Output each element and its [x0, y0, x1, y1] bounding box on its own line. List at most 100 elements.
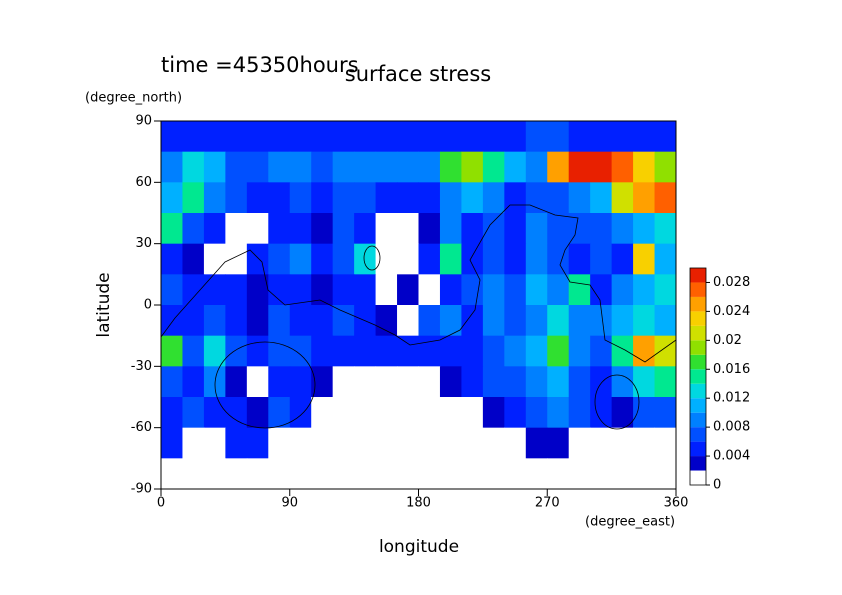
cell	[504, 182, 527, 214]
cell	[161, 366, 183, 398]
cell	[311, 274, 334, 306]
cell	[332, 243, 355, 275]
colorbar-band	[690, 441, 706, 457]
cell	[461, 121, 484, 153]
cell	[397, 427, 419, 459]
cell	[568, 182, 591, 214]
colorbar-band	[690, 311, 706, 326]
cell	[482, 121, 505, 153]
cell	[568, 335, 591, 367]
cell	[590, 213, 613, 245]
coastline	[594, 374, 640, 430]
cell	[246, 366, 269, 398]
cell	[332, 151, 355, 183]
cell	[397, 366, 419, 398]
cell	[611, 274, 634, 306]
cell	[203, 335, 226, 367]
cell	[439, 121, 462, 153]
cell	[504, 458, 527, 490]
cell	[418, 458, 441, 490]
cell	[289, 243, 312, 275]
cell	[311, 335, 334, 367]
cell	[289, 335, 312, 367]
cell	[182, 305, 205, 337]
coastline	[363, 245, 381, 271]
cell	[246, 305, 269, 337]
cell	[590, 305, 613, 337]
cell	[568, 397, 591, 429]
cell	[611, 335, 634, 367]
cell	[375, 458, 398, 490]
cell	[161, 335, 183, 367]
cell	[182, 458, 205, 490]
cell	[375, 182, 398, 214]
cell	[418, 305, 441, 337]
cell	[225, 458, 248, 490]
cell	[397, 305, 419, 337]
cell	[311, 366, 334, 398]
cell	[161, 151, 183, 183]
cell	[354, 335, 377, 367]
cell	[375, 243, 398, 275]
cell	[439, 243, 462, 275]
cell	[354, 366, 377, 398]
cell	[547, 305, 570, 337]
cell	[611, 397, 634, 429]
cell	[568, 243, 591, 275]
cell	[268, 151, 291, 183]
cell	[525, 366, 548, 398]
cell	[397, 243, 419, 275]
cell	[268, 458, 291, 490]
cell	[182, 397, 205, 429]
cell	[418, 427, 441, 459]
cell	[439, 274, 462, 306]
cell	[289, 151, 312, 183]
cell	[311, 305, 334, 337]
cell	[203, 121, 226, 153]
cell	[611, 213, 634, 245]
x-tick-label: 0	[157, 496, 165, 511]
cell	[633, 335, 656, 367]
cell	[375, 397, 398, 429]
cell	[268, 397, 291, 429]
cell	[332, 213, 355, 245]
cell	[504, 121, 527, 153]
cell	[547, 243, 570, 275]
cell	[504, 427, 527, 459]
cell	[611, 182, 634, 214]
cell	[633, 397, 656, 429]
cell	[461, 335, 484, 367]
colorbar-frame	[689, 267, 707, 486]
cell	[246, 151, 269, 183]
cell	[611, 305, 634, 337]
cell	[268, 213, 291, 245]
cell	[633, 121, 656, 153]
cell	[289, 305, 312, 337]
colorbar-tick-label: 0.012	[713, 391, 750, 406]
cell	[397, 182, 419, 214]
cell	[332, 397, 355, 429]
cell	[439, 458, 462, 490]
cell	[590, 335, 613, 367]
cell	[654, 213, 677, 245]
cell	[482, 335, 505, 367]
colorbar-band	[690, 282, 706, 297]
cell	[547, 151, 570, 183]
cell	[332, 335, 355, 367]
cell	[225, 427, 248, 459]
cell	[590, 151, 613, 183]
cell	[525, 427, 548, 459]
x-tick-label: 360	[664, 496, 689, 511]
cell	[182, 274, 205, 306]
cell	[246, 335, 269, 367]
cell	[182, 121, 205, 153]
cell	[161, 427, 183, 459]
colorbar-band	[690, 427, 706, 442]
cell	[311, 213, 334, 245]
cell	[461, 213, 484, 245]
y-tick-label: 90	[135, 114, 152, 129]
colorbar-tick-label: 0.028	[713, 275, 750, 290]
cell	[354, 397, 377, 429]
cell	[375, 335, 398, 367]
y-tick-label: -30	[131, 359, 152, 374]
